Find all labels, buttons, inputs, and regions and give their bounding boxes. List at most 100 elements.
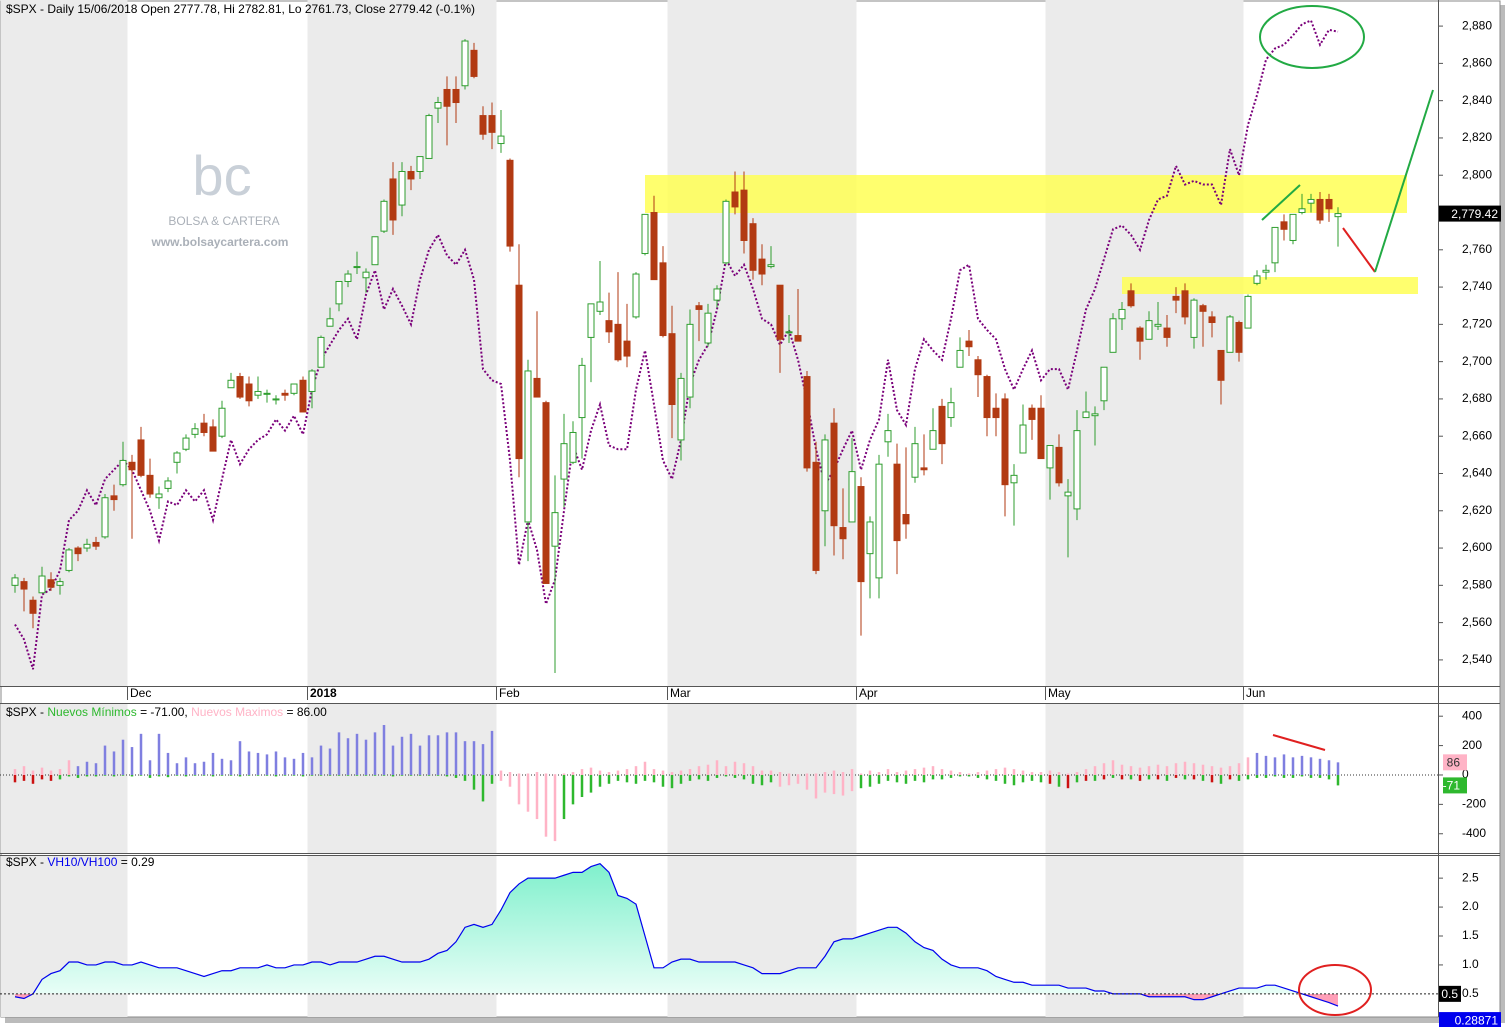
candle-body: [317, 336, 325, 368]
bar: [751, 766, 755, 775]
bar: [445, 732, 449, 775]
candle-body: [209, 426, 217, 452]
bar: [1255, 774, 1259, 778]
candle-body: [947, 402, 955, 419]
title-prefix: $SPX -: [6, 705, 47, 719]
bar: [787, 773, 791, 775]
month-shade: [307, 0, 497, 686]
bar: [769, 770, 773, 775]
bar: [697, 766, 701, 775]
candle-body: [1262, 269, 1270, 273]
candle-body: [263, 392, 271, 395]
bar: [1156, 764, 1160, 775]
bar: [1138, 774, 1142, 781]
bar: [1156, 774, 1160, 780]
candle-body: [380, 200, 388, 232]
bar: [436, 774, 440, 776]
candle-body: [218, 407, 226, 437]
y-tick-label: 2,800: [1462, 167, 1492, 181]
candle-body: [704, 312, 712, 344]
bar: [121, 739, 125, 775]
candle-body: [866, 521, 874, 555]
bar: [544, 773, 548, 775]
candle-body: [497, 135, 505, 145]
candle-body: [335, 280, 343, 305]
bar: [13, 774, 17, 783]
bar: [1084, 769, 1088, 775]
candle-body: [155, 493, 163, 499]
bar: [580, 774, 584, 798]
bar: [724, 766, 728, 775]
y-tick-label: 2,540: [1462, 652, 1492, 666]
candle-body: [722, 200, 730, 264]
candle-body: [128, 461, 136, 471]
x-tick-label: Jun: [1246, 686, 1265, 700]
bar: [1066, 774, 1070, 789]
candle-body: [1100, 366, 1108, 402]
bar: [508, 774, 512, 787]
bar: [1237, 763, 1241, 775]
candle-body: [344, 273, 352, 282]
bar: [733, 774, 737, 778]
value-tag-label: 2,779.42: [1451, 207, 1498, 221]
legend-entry: VH10/VH100: [47, 855, 117, 869]
legend-entry: Nuevos Mínimos: [47, 705, 136, 719]
bar: [121, 774, 125, 776]
bar: [598, 770, 602, 775]
bar: [247, 751, 251, 775]
bar: [202, 774, 206, 776]
bar: [256, 774, 260, 776]
bar: [1138, 767, 1142, 775]
annotation-zones: [645, 175, 1418, 294]
month-shade: [1045, 0, 1244, 686]
bar: [31, 770, 35, 775]
candle-body: [515, 284, 523, 460]
bar: [184, 757, 188, 775]
bar: [994, 769, 998, 775]
value-tag-label: 0.5: [1441, 987, 1458, 1001]
bar: [1210, 774, 1214, 783]
y-tick-label: 1.5: [1462, 928, 1479, 942]
candle-body: [812, 461, 820, 571]
candle-body: [1145, 320, 1153, 340]
bar: [274, 774, 278, 777]
bar: [535, 774, 539, 820]
bar: [382, 774, 386, 776]
bar: [1210, 766, 1214, 775]
bar: [94, 774, 98, 777]
bar: [463, 774, 467, 781]
bar: [175, 774, 179, 776]
candle-body: [875, 463, 883, 579]
candle-body: [1028, 407, 1036, 420]
bar: [949, 774, 953, 778]
candle-body: [758, 258, 766, 275]
candle-body: [839, 527, 847, 540]
candle-body: [470, 49, 478, 77]
bar: [1264, 774, 1268, 778]
candle-body: [902, 514, 910, 525]
candle-body: [1325, 198, 1333, 210]
candle-body: [605, 320, 613, 333]
bar: [670, 774, 674, 789]
y-tick-label: 2,640: [1462, 466, 1492, 480]
candle-body: [1010, 474, 1018, 484]
candle-body: [992, 407, 1000, 419]
y-tick-label: -400: [1462, 826, 1486, 840]
bar: [607, 774, 611, 784]
candle-body: [524, 370, 532, 523]
bar: [994, 774, 998, 781]
bar: [1228, 766, 1232, 775]
bar: [103, 745, 107, 775]
candle-body: [281, 392, 289, 396]
bar: [562, 774, 566, 820]
candle-body: [623, 340, 631, 357]
candle-body: [74, 547, 82, 555]
bar: [724, 774, 728, 777]
bar: [1165, 766, 1169, 775]
trend-line: [1342, 227, 1376, 273]
candle-body: [803, 376, 811, 469]
bar: [1273, 774, 1277, 777]
candle-body: [1298, 208, 1306, 214]
